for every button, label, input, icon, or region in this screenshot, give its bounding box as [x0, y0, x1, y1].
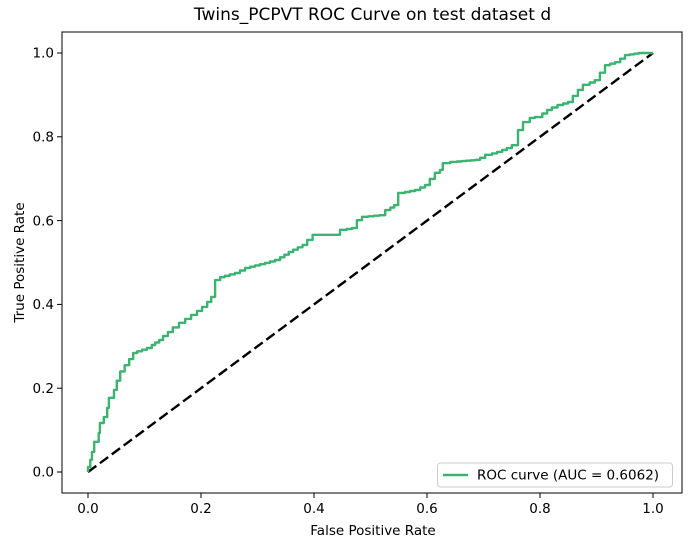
roc-curve-line: [86, 51, 653, 472]
y-tick-label: 0.8: [33, 130, 54, 146]
legend-label: ROC curve (AUC = 0.6062): [477, 468, 659, 484]
y-tick-label: 0.2: [33, 381, 54, 397]
x-tick-label: 0.0: [77, 501, 98, 517]
x-tick-label: 0.6: [416, 501, 437, 517]
x-tick-label: 0.2: [190, 501, 211, 517]
y-tick-label: 0.0: [33, 465, 54, 481]
x-tick-label: 0.8: [529, 501, 550, 517]
y-axis-ticks: 0.0 0.2 0.4 0.6 0.8 1.0: [33, 46, 62, 481]
x-axis-label: False Positive Rate: [310, 523, 435, 539]
x-tick-label: 0.4: [303, 501, 324, 517]
x-axis-ticks: 0.0 0.2 0.4 0.6 0.8 1.0: [77, 493, 664, 517]
legend-box: [437, 462, 673, 488]
chance-diagonal-line: [87, 52, 654, 473]
y-axis-label: True Positive Rate: [12, 202, 28, 323]
y-tick-label: 0.4: [33, 297, 54, 313]
legend: ROC curve (AUC = 0.6062): [437, 462, 673, 488]
plot-area-border: [61, 31, 683, 494]
x-tick-label: 1.0: [642, 501, 663, 517]
y-tick-label: 0.6: [33, 213, 54, 229]
y-tick-label: 1.0: [33, 46, 54, 62]
chart-title: Twins_PCPVT ROC Curve on test dataset d: [193, 5, 551, 25]
